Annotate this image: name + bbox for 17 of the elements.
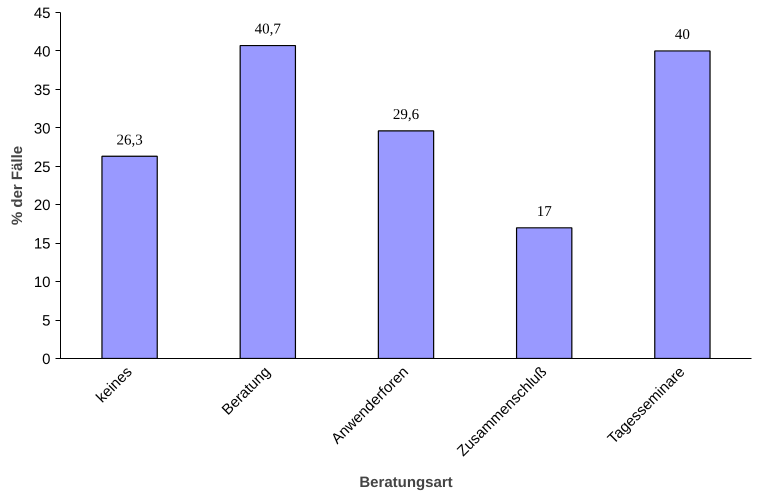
y-tick-label: 30 xyxy=(34,120,51,138)
data-label: 17 xyxy=(536,204,552,220)
y-tick-label: 35 xyxy=(34,82,51,99)
y-tick-label: 40 xyxy=(34,43,51,60)
data-label: 26,3 xyxy=(116,132,143,148)
data-label: 40 xyxy=(674,26,690,43)
y-tick-label: 45 xyxy=(34,5,51,22)
y-tick-label: 25 xyxy=(34,158,51,176)
y-axis-title: % der Fälle xyxy=(8,146,26,226)
y-tick-label: 15 xyxy=(34,236,51,253)
y-tick-label: 0 xyxy=(42,351,50,368)
y-tick-label: 20 xyxy=(34,197,51,214)
x-axis-title: Beratungsart xyxy=(359,474,453,491)
y-tick-label: 10 xyxy=(34,274,51,292)
y-tick-label: 5 xyxy=(42,312,50,330)
data-label: 40,7 xyxy=(254,22,282,38)
data-label: 29,6 xyxy=(392,106,420,123)
